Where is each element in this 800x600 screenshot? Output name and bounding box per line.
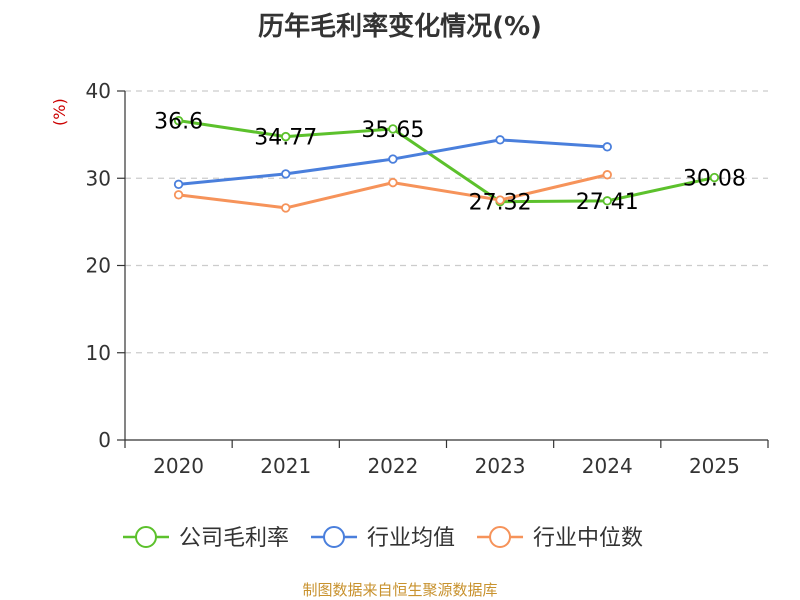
- x-tick-label: 2024: [582, 454, 633, 478]
- data-point: [173, 115, 184, 126]
- data-point: [495, 135, 505, 145]
- x-tick-label: 2023: [475, 454, 526, 478]
- data-label: 27.41: [576, 190, 639, 215]
- legend-marker: [323, 526, 346, 548]
- data-point: [602, 142, 612, 152]
- x-tick-label: 2022: [367, 454, 418, 478]
- data-point: [173, 179, 184, 190]
- data-label: 36.6: [154, 110, 203, 135]
- series-line: [178, 119, 715, 204]
- x-tick-label: 2020: [153, 454, 204, 478]
- x-tick-label: 2025: [689, 454, 740, 478]
- y-tick-label: 0: [98, 428, 111, 452]
- legend-label: 公司毛利率: [179, 526, 289, 551]
- data-point: [281, 131, 291, 142]
- data-point: [602, 170, 612, 180]
- y-tick-label: 30: [86, 166, 111, 190]
- data-point: [495, 195, 505, 205]
- data-point: [709, 172, 720, 183]
- y-tick-label: 20: [86, 254, 111, 278]
- data-label: 27.32: [469, 191, 532, 216]
- data-label: 35.65: [361, 118, 424, 143]
- chart-title: 历年毛利率变化情况(%): [258, 12, 542, 42]
- data-point: [173, 190, 184, 200]
- y-tick-label: 40: [86, 79, 111, 103]
- data-label: 30.08: [683, 167, 746, 192]
- data-label: 34.77: [254, 126, 317, 151]
- legend-item: 公司毛利率: [123, 526, 289, 551]
- data-point: [281, 203, 291, 213]
- legend-item: 行业中位数: [477, 526, 643, 551]
- data-point: [388, 154, 398, 164]
- data-point: [602, 196, 612, 206]
- legend-marker: [489, 526, 512, 548]
- y-tick-label: 10: [86, 341, 111, 365]
- data-source-note: 制图数据来自恒生聚源数据库: [302, 581, 498, 599]
- x-tick-label: 2021: [260, 454, 311, 478]
- legend-item: 行业均值: [311, 526, 455, 551]
- data-point: [388, 124, 398, 134]
- legend-label: 行业均值: [367, 526, 455, 551]
- data-point: [388, 177, 398, 188]
- legend-label: 行业中位数: [533, 526, 643, 551]
- data-point: [281, 169, 291, 179]
- legend-marker: [135, 526, 157, 548]
